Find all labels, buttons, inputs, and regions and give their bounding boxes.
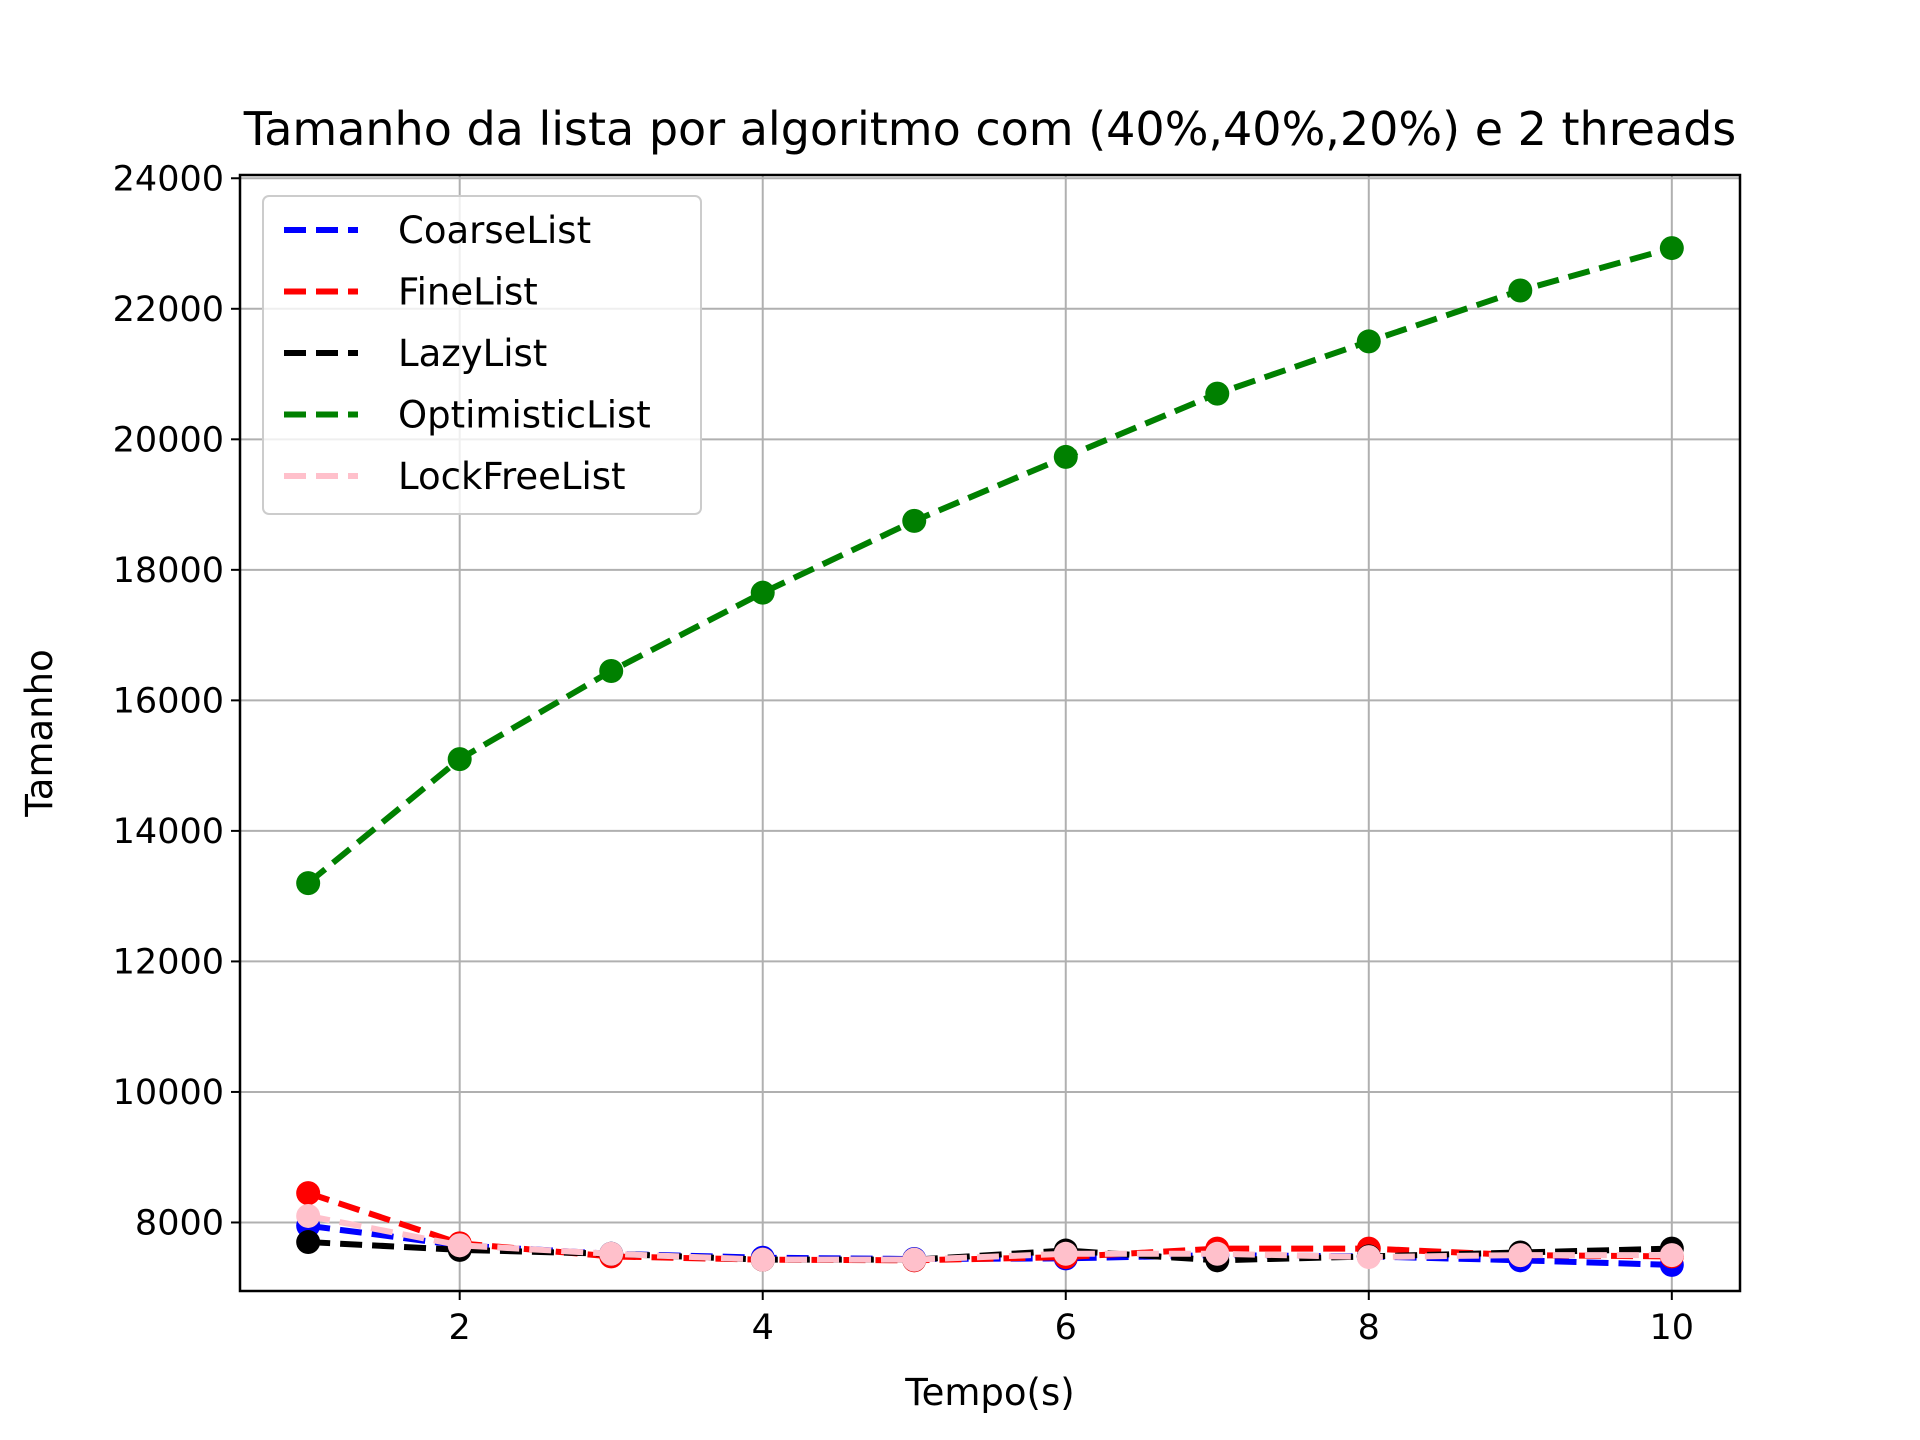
data-point — [902, 508, 927, 533]
y-tick-label: 12000 — [113, 942, 224, 982]
y-axis-label: Tamanho — [18, 649, 61, 817]
data-point — [1508, 1243, 1533, 1268]
legend-label: LockFreeList — [398, 455, 626, 498]
data-point — [447, 1233, 472, 1258]
data-point — [1053, 1241, 1078, 1266]
y-tick-label: 8000 — [135, 1203, 224, 1243]
data-point — [296, 1203, 321, 1228]
data-point — [1205, 1241, 1230, 1266]
data-point — [1356, 1245, 1381, 1270]
data-point — [902, 1247, 927, 1272]
legend-label: CoarseList — [398, 209, 591, 252]
data-point — [1205, 381, 1230, 406]
y-tick-label: 18000 — [113, 551, 224, 591]
legend-label: LazyList — [398, 332, 547, 375]
y-tick-label: 20000 — [113, 420, 224, 460]
y-tick-label: 16000 — [113, 681, 224, 721]
x-tick-label: 10 — [1650, 1308, 1695, 1348]
data-point — [447, 747, 472, 772]
data-point — [750, 580, 775, 605]
legend-label: FineList — [398, 271, 538, 314]
x-tick-label: 6 — [1055, 1308, 1077, 1348]
y-tick-label: 24000 — [113, 159, 224, 199]
data-point — [599, 1241, 624, 1266]
x-tick-label: 2 — [449, 1308, 471, 1348]
data-point — [1053, 444, 1078, 469]
chart-title: Tamanho da lista por algoritmo com (40%,… — [243, 102, 1737, 156]
legend-box — [262, 195, 702, 515]
series-optimisticlist — [296, 236, 1684, 896]
data-point — [296, 871, 321, 896]
data-point — [1508, 278, 1533, 303]
y-axis: 8000 10000 12000 14000 16000 18000 20000 22000 2… — [113, 159, 240, 1243]
grid — [240, 175, 1740, 1291]
x-axis: 2 4 6 8 10 — [449, 1291, 1695, 1348]
series-layer — [296, 236, 1684, 1277]
data-point — [1356, 329, 1381, 354]
y-tick-label: 10000 — [113, 1073, 224, 1113]
x-tick-label: 4 — [752, 1308, 774, 1348]
data-point — [1659, 1243, 1684, 1268]
y-tick-label: 22000 — [113, 290, 224, 330]
data-point — [296, 1230, 321, 1255]
data-point — [599, 659, 624, 683]
x-axis-label: Tempo(s) — [904, 1371, 1074, 1414]
series-lockfreelist — [296, 1203, 1684, 1272]
x-tick-label: 8 — [1358, 1308, 1380, 1348]
series-line — [307, 1213, 1672, 1263]
y-tick-label: 14000 — [113, 812, 224, 852]
legend: CoarseList FineList LazyList OptimisticList… — [262, 195, 702, 515]
legend-label: OptimisticList — [398, 394, 651, 437]
data-point — [750, 1247, 775, 1272]
plot-frame — [238, 173, 1742, 1293]
data-point — [296, 1181, 321, 1206]
data-point — [1659, 236, 1684, 261]
